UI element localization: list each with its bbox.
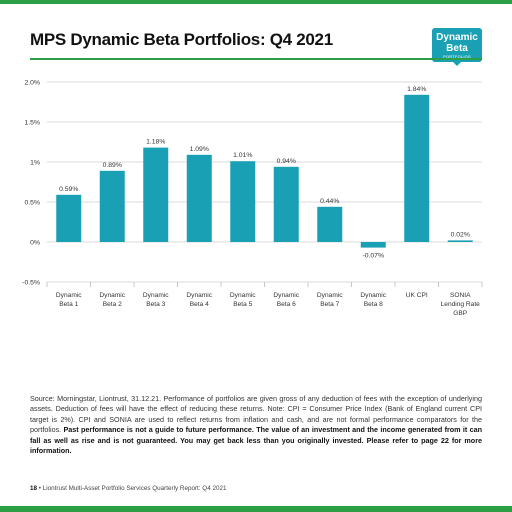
bar	[404, 94, 430, 242]
logo-pointer	[453, 62, 461, 66]
x-tick-label: Lending Rate	[441, 301, 481, 308]
y-tick-label: 1%	[30, 160, 40, 167]
y-tick-label: 0%	[30, 240, 40, 247]
bar	[317, 206, 343, 242]
footnote-warning: Past performance is not a guide to futur…	[30, 425, 482, 456]
title-underline	[30, 58, 482, 60]
bar-value-label: 1.01%	[233, 152, 252, 159]
x-tick-label: Dynamic	[186, 292, 212, 299]
y-tick-label: 0.5%	[25, 200, 41, 207]
bar	[56, 194, 82, 242]
bar-value-label: 0.94%	[277, 158, 296, 165]
y-tick-label: 2.0%	[25, 80, 41, 87]
bar	[186, 154, 212, 242]
x-tick-label: Dynamic	[230, 292, 256, 299]
page-title: MPS Dynamic Beta Portfolios: Q4 2021	[30, 30, 333, 49]
bar	[273, 166, 299, 242]
top-accent-rule	[0, 0, 512, 4]
logo-line-2: Beta	[446, 43, 468, 54]
bottom-accent-rule	[0, 506, 512, 512]
y-tick-label: 1.5%	[25, 120, 41, 127]
x-tick-label: Beta 8	[364, 301, 383, 308]
bar-value-label: 1.84%	[407, 86, 426, 93]
bar	[99, 170, 125, 242]
logo-line-1: Dynamic	[436, 32, 478, 43]
dynamic-beta-logo: Dynamic Beta PORTFOLIOS	[432, 28, 482, 62]
bar-value-label: 0.02%	[451, 231, 470, 238]
logo-line-3: PORTFOLIOS	[443, 54, 471, 59]
x-tick-label: SONIA	[450, 292, 471, 299]
x-tick-label: GBP	[453, 310, 468, 317]
footer-label: • Liontrust Multi-Asset Portfolio Servic…	[37, 485, 227, 492]
y-tick-label: -0.5%	[22, 280, 40, 287]
source-footnote: Source: Morningstar, Liontrust, 31.12.21…	[30, 394, 482, 456]
x-tick-label: Beta 7	[320, 301, 339, 308]
footnote-text: Source: Morningstar, Liontrust, 31.12.21…	[30, 394, 482, 435]
bar	[230, 161, 256, 242]
page-footer: 18 • Liontrust Multi-Asset Portfolio Ser…	[30, 485, 226, 492]
x-tick-label: Beta 5	[233, 301, 252, 308]
x-tick-label: Dynamic	[99, 292, 125, 299]
x-tick-label: Beta 1	[59, 301, 78, 308]
bar	[360, 242, 386, 248]
x-tick-label: Beta 2	[103, 301, 122, 308]
x-tick-label: Dynamic	[56, 292, 82, 299]
bar-value-label: -0.07%	[362, 253, 384, 260]
bar-value-label: 1.09%	[190, 146, 209, 153]
x-tick-label: Beta 4	[190, 301, 209, 308]
x-tick-label: Dynamic	[143, 292, 169, 299]
x-tick-label: Beta 6	[277, 301, 296, 308]
page-number: 18	[30, 485, 38, 492]
performance-bar-chart: -0.5% 0% 0.5% 1% 1.5% 2.0% 0.59% Dynamic Beta 1 0…	[22, 80, 483, 317]
x-tick-label: Dynamic	[273, 292, 299, 299]
x-tick-label: Dynamic	[360, 292, 386, 299]
x-tick-label: Dynamic	[317, 292, 343, 299]
x-tick-label: Beta 3	[146, 301, 165, 308]
bar	[143, 147, 169, 242]
x-tick-label: UK CPI	[406, 292, 428, 299]
bar-value-label: 0.59%	[59, 186, 78, 193]
bar-value-label: 0.44%	[320, 198, 339, 205]
bar	[447, 240, 473, 242]
bar-value-label: 0.89%	[103, 162, 122, 169]
bar-value-label: 1.18%	[146, 139, 165, 146]
